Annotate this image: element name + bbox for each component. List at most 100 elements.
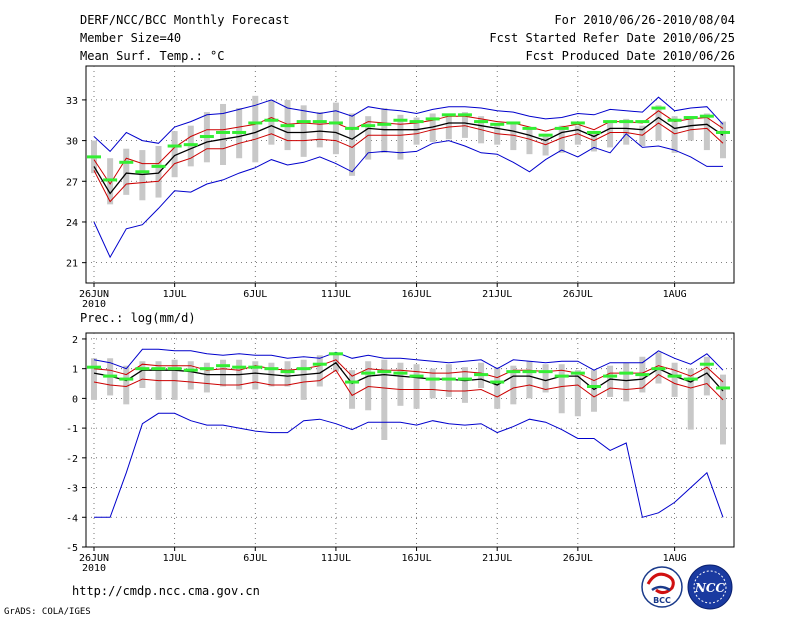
temp-range-bar — [574, 125, 581, 145]
temp-range-bar — [316, 112, 323, 148]
prec-range-bar — [349, 370, 356, 409]
prec-series-mean-line — [93, 361, 724, 392]
temp-ensemble-marker — [167, 144, 182, 148]
precip-panel-title: Prec.: log(mm/d) — [80, 311, 196, 325]
prec-ensemble-marker — [199, 367, 214, 371]
forecast-period-label: For 2010/06/26-2010/08/04 — [554, 13, 735, 27]
prec-xtick-label: 16JUL — [402, 553, 432, 564]
prec-range-bar — [300, 359, 307, 400]
temp-ensemble-marker — [264, 118, 279, 122]
temp-ytick-label: 27 — [66, 177, 78, 188]
prec-ensemble-marker — [264, 367, 279, 371]
temp-range-bar — [413, 117, 420, 145]
source-url[interactable]: http://cmdp.ncc.cma.gov.cn — [72, 584, 260, 598]
prec-ensemble-marker — [554, 374, 569, 378]
temp-range-bar — [252, 95, 259, 163]
temp-range-bar — [139, 150, 146, 201]
prec-xtick-label: 26JUL — [563, 553, 593, 564]
temp-range-bar — [445, 116, 452, 140]
prec-ensemble-marker — [103, 374, 118, 378]
prec-range-bar — [607, 365, 614, 397]
temp-xtick-label: 11JUL — [321, 289, 351, 300]
produced-date-label: Fcst Produced Date 2010/06/26 — [525, 49, 735, 63]
prec-xtick-label: 1JUL — [163, 553, 187, 564]
temp-range-bar — [639, 125, 646, 147]
prec-plot-frame — [85, 332, 735, 548]
prec-ensemble-marker — [183, 368, 198, 372]
temp-range-bar — [703, 113, 710, 151]
temp-ensemble-marker — [361, 124, 376, 128]
prec-ytick-label: 0 — [72, 394, 78, 405]
prec-range-bar — [720, 374, 726, 445]
temp-range-bar — [381, 108, 388, 153]
temp-xtick-label: 6JUL — [243, 289, 267, 300]
temp-ensemble-marker — [232, 130, 247, 134]
temp-ensemble-marker — [603, 120, 618, 124]
prec-ensemble-marker — [603, 374, 618, 378]
prec-ensemble-marker — [409, 374, 424, 378]
prec-range-bar — [91, 358, 97, 400]
temp-ensemble-marker — [441, 113, 456, 117]
prec-ensemble-marker — [619, 371, 634, 375]
temp-series-spread-upper-line — [93, 110, 724, 185]
temp-xtick-label: 26JUN — [79, 289, 109, 300]
prec-year-label: 2010 — [82, 563, 106, 574]
prec-range-bar — [381, 359, 388, 440]
temp-ensemble-marker — [248, 121, 263, 125]
prec-ensemble-marker — [151, 367, 166, 371]
temp-ensemble-marker — [151, 164, 166, 168]
ncc-logo: NCC — [687, 564, 733, 610]
temp-ensemble-marker — [345, 126, 360, 130]
prec-series-max-line — [93, 348, 724, 371]
prec-ensemble-marker — [216, 364, 231, 368]
temp-ensemble-marker — [683, 116, 698, 120]
prec-ensemble-marker — [248, 365, 263, 369]
prec-range-bar — [413, 364, 420, 409]
ncc-logo-text: NCC — [694, 581, 726, 595]
temp-ensemble-marker — [280, 124, 295, 128]
prec-series-spread-upper-line — [93, 359, 724, 383]
prec-range-bar — [139, 361, 146, 388]
prec-ytick-label: -4 — [66, 513, 78, 524]
temp-range-bar — [590, 131, 597, 152]
temp-ytick-label: 24 — [66, 218, 78, 229]
temp-ytick-label: 33 — [66, 96, 78, 107]
temp-ensemble-marker — [377, 122, 392, 126]
bcc-logo-text: BCC — [653, 596, 671, 605]
temp-range-bar — [429, 113, 436, 142]
temp-xtick-label: 1JUL — [163, 289, 187, 300]
prec-ytick-label: 1 — [72, 365, 78, 376]
ncc-logo-inner-ring — [693, 570, 727, 604]
temp-range-bar — [720, 121, 726, 159]
prec-ensemble-marker — [667, 374, 682, 378]
prec-ensemble-marker — [296, 367, 311, 371]
temp-ensemble-marker — [103, 178, 118, 182]
prec-range-bar — [671, 362, 678, 397]
member-size-label: Member Size=40 — [80, 31, 181, 45]
prec-range-bar — [397, 362, 404, 406]
temp-ensemble-marker — [119, 160, 134, 164]
temp-range-bar — [365, 116, 372, 160]
temp-xtick-label: 26JUL — [563, 289, 593, 300]
prec-ensemble-marker — [570, 371, 585, 375]
temp-range-bar — [623, 118, 630, 145]
prec-xtick-label: 11JUL — [321, 553, 351, 564]
prec-xtick-label: 21JUL — [482, 553, 512, 564]
temp-range-bar — [671, 116, 678, 153]
prec-ensemble-marker — [361, 371, 376, 375]
prec-range-bar — [203, 362, 210, 393]
prec-ensemble-marker — [490, 380, 505, 384]
prec-ensemble-marker — [522, 370, 537, 374]
prec-range-bar — [284, 361, 291, 387]
temp-range-bar — [461, 112, 468, 138]
temp-ensemble-marker — [474, 120, 489, 124]
temp-plot-frame — [85, 65, 735, 284]
prec-range-bar — [623, 362, 630, 402]
prec-ensemble-marker — [538, 370, 553, 374]
prec-range-bar — [542, 364, 549, 393]
temp-ensemble-marker — [296, 120, 311, 124]
temp-ytick-label: 30 — [66, 137, 78, 148]
temp-ytick-label: 21 — [66, 259, 78, 270]
temperature-chart: 21 24 27 30 33 26JUN 1JUL 6JUL 11JUL 16JUL 21JUL 26… — [66, 65, 735, 310]
